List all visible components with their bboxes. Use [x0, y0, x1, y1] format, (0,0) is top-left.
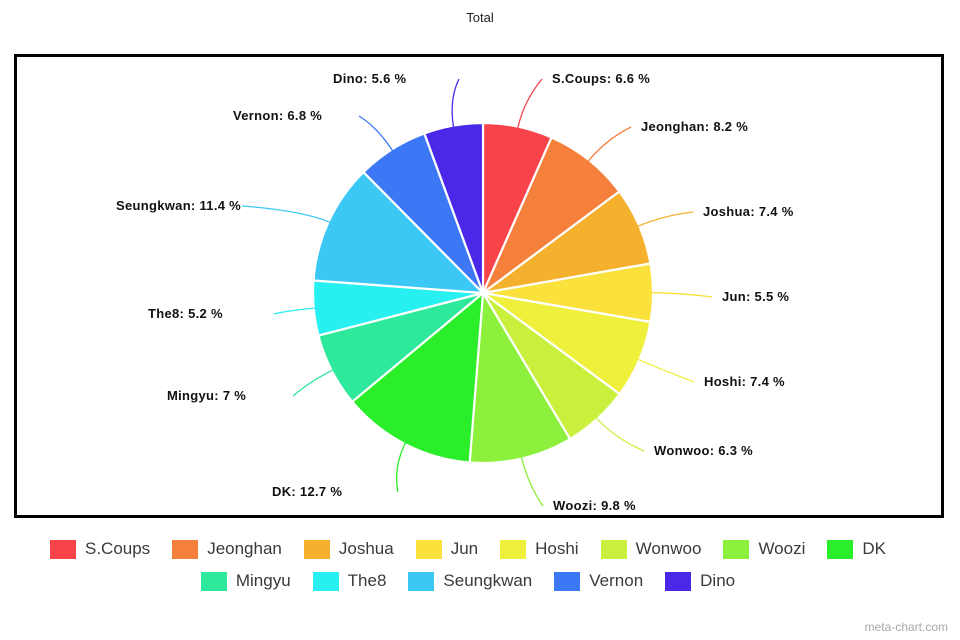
leader-line: [292, 368, 336, 397]
legend-item[interactable]: The8: [312, 568, 387, 594]
leader-line: [273, 307, 318, 315]
leader-line: [585, 126, 632, 164]
legend-item[interactable]: Dino: [665, 568, 735, 594]
legend-item-label: Jeonghan: [207, 539, 282, 558]
pie-slice-label: Wonwoo: 6.3 %: [654, 443, 753, 458]
legend-item-label: Jun: [450, 539, 479, 558]
legend-item[interactable]: Mingyu: [200, 568, 291, 594]
pie-slice-label: DK: 12.7 %: [272, 484, 343, 499]
legend-color-swatch: [303, 539, 330, 559]
pie-slice-label: Vernon: 6.8 %: [233, 108, 323, 123]
legend-color-swatch: [723, 539, 750, 559]
legend-color-swatch: [827, 539, 854, 559]
legend-color-swatch: [172, 539, 199, 559]
leader-line: [516, 78, 543, 131]
pie-slice-label: Jeonghan: 8.2 %: [641, 119, 749, 134]
legend-item-label: Dino: [700, 571, 736, 590]
legend-item-label: S.Coups: [84, 539, 151, 558]
legend-item-label: Hoshi: [535, 539, 579, 558]
chart-plot-area: S.Coups: 6.6 % Jeonghan: 8.2 % Joshua: 7.4…: [14, 54, 944, 518]
legend-item-label: Woozi: [758, 539, 806, 558]
legend-item[interactable]: Vernon: [554, 568, 643, 594]
legend-item-label: Wonwoo: [635, 539, 702, 558]
legend-color-swatch: [415, 539, 442, 559]
pie-slice-label: Woozi: 9.8 %: [553, 498, 636, 513]
legend-color-swatch: [200, 571, 227, 591]
pie-slice-label: S.Coups: 6.6 %: [552, 71, 651, 86]
legend-item[interactable]: Hoshi: [500, 536, 579, 562]
legend-item[interactable]: Jun: [415, 536, 479, 562]
legend-item-label: Vernon: [589, 571, 644, 590]
legend-item[interactable]: S.Coups: [49, 536, 151, 562]
pie-slice-label: Hoshi: 7.4 %: [704, 374, 785, 389]
pie-slice-label: Joshua: 7.4 %: [703, 204, 794, 219]
legend-item-label: Joshua: [338, 539, 394, 558]
legend-item[interactable]: Wonwoo: [600, 536, 702, 562]
leader-line: [635, 357, 695, 383]
leader-line: [395, 440, 408, 493]
pie-slice-label: Mingyu: 7 %: [167, 388, 247, 403]
legend-item[interactable]: Woozi: [723, 536, 805, 562]
legend-item[interactable]: Seungkwan: [408, 568, 532, 594]
legend-color-swatch: [600, 539, 627, 559]
pie-slice-group: [311, 121, 655, 465]
legend-item-label: Seungkwan: [443, 571, 533, 590]
legend-item-label: DK: [862, 539, 886, 558]
pie-slice-label: The8: 5.2 %: [148, 306, 223, 321]
legend-color-swatch: [500, 539, 527, 559]
legend-color-swatch: [554, 571, 581, 591]
leader-line: [451, 78, 460, 130]
leader-line-group: [241, 78, 713, 507]
watermark: meta-chart.com: [864, 620, 948, 634]
page-title: Total: [466, 10, 494, 25]
legend-item[interactable]: DK: [827, 536, 886, 562]
legend-color-swatch: [665, 571, 692, 591]
pie-slice-label: Seungkwan: 11.4 %: [116, 198, 242, 213]
pie-chart: [241, 78, 713, 507]
legend-item-label: The8: [347, 571, 387, 590]
legend-color-swatch: [312, 571, 339, 591]
pie-slice-label: Jun: 5.5 %: [722, 289, 790, 304]
leader-line: [635, 211, 694, 228]
legend-color-swatch: [408, 571, 435, 591]
legend-item[interactable]: Jeonghan: [172, 536, 282, 562]
leader-line: [520, 454, 544, 507]
chart-legend: S.Coups Jeonghan Joshua Jun Hoshi Wonwoo Woozi…: [14, 536, 944, 594]
legend-color-swatch: [49, 539, 76, 559]
leader-line: [593, 415, 645, 452]
legend-item[interactable]: Joshua: [303, 536, 394, 562]
legend-item-label: Mingyu: [235, 571, 291, 590]
leader-line: [241, 205, 333, 224]
leader-line: [648, 292, 713, 298]
leader-line: [358, 115, 395, 154]
pie-slice-label: Dino: 5.6 %: [333, 71, 407, 86]
